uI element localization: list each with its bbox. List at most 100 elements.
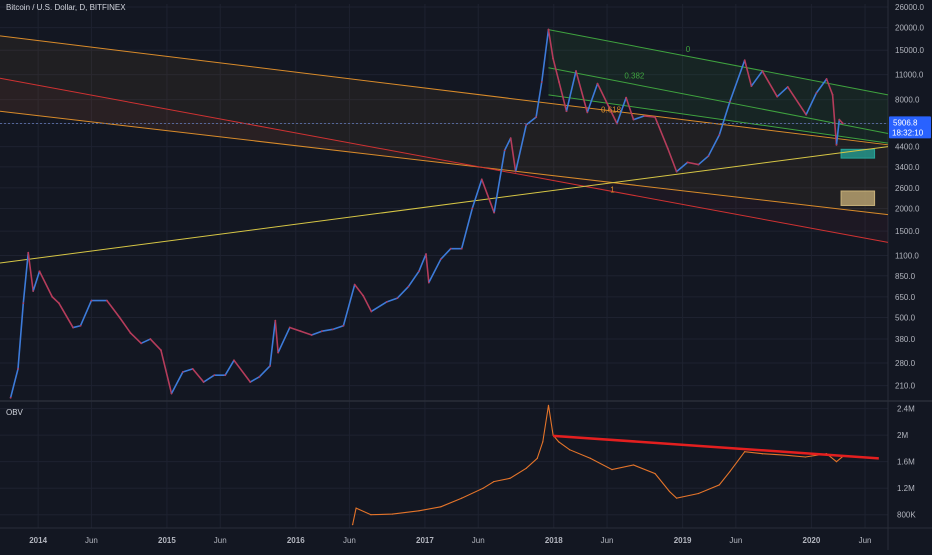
price-point (509, 137, 512, 140)
price-segment (547, 28, 554, 60)
price-point (686, 161, 689, 164)
price-segment (509, 137, 517, 173)
price-segment (666, 147, 678, 173)
price-tick-label: 20000.0 (895, 24, 924, 33)
price-segment (632, 115, 646, 121)
price-segment (386, 297, 399, 303)
price-point (320, 330, 323, 333)
obv-series-layer (351, 404, 879, 526)
chart-title: Bitcoin / U.S. Dollar, D, BITFINEX (6, 3, 126, 12)
price-point (140, 342, 143, 345)
obv-point (418, 510, 420, 512)
price-point (675, 170, 678, 173)
price-point (370, 310, 373, 313)
obv-point (351, 524, 354, 526)
price-segment (310, 330, 323, 336)
price-point (503, 149, 506, 152)
price-point (181, 371, 184, 373)
obv-point (525, 467, 527, 469)
price-tick-label: 4400.0 (895, 143, 920, 152)
time-tick-label: Jun (343, 536, 356, 545)
price-point (118, 316, 121, 319)
price-point (277, 351, 280, 354)
price-segment (118, 316, 132, 334)
obv-tick-label: 1.2M (897, 484, 915, 493)
price-point (825, 78, 828, 80)
price-segment (396, 285, 410, 299)
price-point (58, 302, 60, 305)
price-point (9, 396, 12, 399)
price-point (385, 300, 388, 303)
price-point (129, 332, 132, 334)
red-channel-line (0, 77, 889, 243)
price-segment (535, 81, 543, 118)
price-segment (407, 270, 420, 288)
obv-point (493, 480, 495, 483)
price-point (616, 122, 618, 125)
price-tick-label: 210.0 (895, 382, 916, 391)
label-layer: 5906.818:32:10 0 0.382 0.618 1 (601, 45, 931, 194)
obv-point (668, 490, 671, 493)
obv-point (718, 484, 720, 486)
obv-point (370, 514, 372, 516)
price-segment (707, 134, 721, 157)
price-point (72, 326, 74, 329)
obv-point (547, 404, 550, 406)
price-segment (493, 149, 506, 214)
time-tick-label: Jun (85, 536, 98, 545)
price-point (654, 116, 656, 119)
price-point (596, 82, 599, 85)
price-segment (514, 124, 528, 173)
price-point (149, 338, 152, 340)
price-point (697, 163, 700, 166)
price-tick-label: 850.0 (895, 272, 916, 281)
price-point (838, 118, 841, 121)
price-tick-label: 15000.0 (895, 46, 924, 55)
obv-point (675, 497, 678, 499)
price-point (258, 375, 261, 378)
time-tick-label: Jun (472, 536, 485, 545)
price-tick-label: 1100.0 (895, 252, 919, 261)
price-point (427, 281, 430, 284)
price-segment (9, 368, 19, 399)
price-segment (831, 94, 838, 146)
time-tick-label: Jun (601, 536, 614, 545)
obv-point (744, 451, 746, 453)
price-point (331, 328, 334, 331)
fib-level-label: 0 (686, 45, 691, 54)
price-segment (786, 86, 807, 116)
price-point (643, 115, 646, 117)
price-point (632, 118, 635, 121)
price-point (418, 270, 420, 273)
price-segment (353, 283, 364, 297)
price-tick-label: 3400.0 (895, 163, 920, 172)
price-segment (342, 283, 356, 327)
price-tick-label: 2600.0 (895, 184, 920, 193)
price-point (707, 155, 710, 157)
price-point (761, 70, 764, 72)
time-tick-label: 2016 (287, 536, 305, 545)
price-segment (540, 28, 550, 83)
price-segment (332, 324, 345, 331)
price-tick-label: 280.0 (895, 359, 916, 368)
price-segment (370, 301, 388, 313)
price-segment (269, 319, 277, 367)
obv-point (761, 453, 763, 455)
price-segment (170, 371, 184, 395)
price-segment (776, 86, 789, 98)
price-segment (697, 155, 710, 166)
obv-point (783, 454, 785, 456)
time-tick-label: 2017 (416, 536, 434, 545)
price-point (27, 251, 30, 254)
price-point (310, 334, 313, 336)
obv-point (482, 487, 484, 489)
price-point (586, 111, 589, 114)
price-segment (825, 78, 834, 96)
price-segment (625, 96, 635, 121)
trendlines-layer (0, 29, 889, 264)
price-segment (149, 338, 162, 351)
price-tick-label: 1500.0 (895, 227, 920, 236)
green-channel-mid (548, 67, 889, 134)
